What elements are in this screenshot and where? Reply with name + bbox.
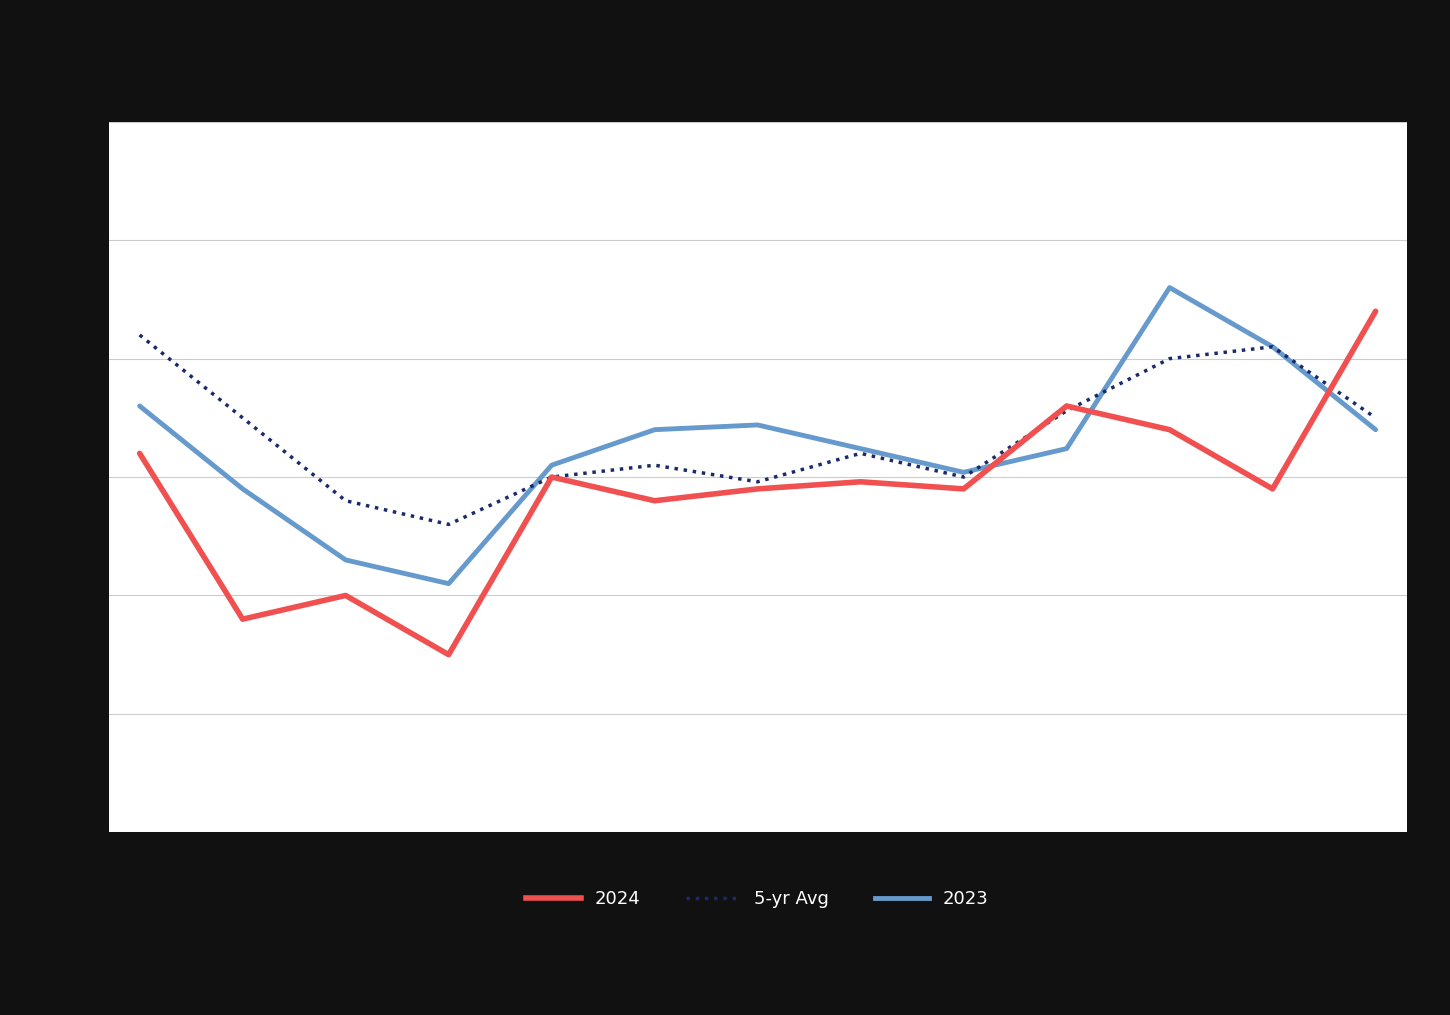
Legend: 2024, 5-yr Avg, 2023: 2024, 5-yr Avg, 2023	[519, 883, 996, 916]
